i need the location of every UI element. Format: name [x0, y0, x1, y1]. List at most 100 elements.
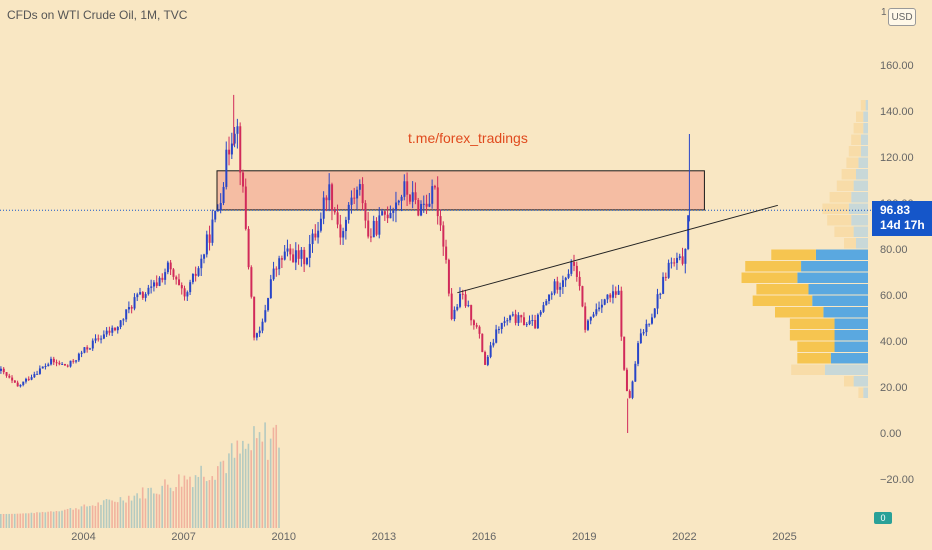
- candle-body: [55, 362, 58, 364]
- volume-profile-down-bar: [858, 387, 864, 398]
- candle-body: [72, 360, 75, 362]
- candle-body: [47, 364, 50, 367]
- candle-body: [208, 234, 211, 243]
- candle-body: [5, 372, 8, 376]
- candle-body: [197, 268, 200, 276]
- candle-body: [561, 280, 564, 287]
- candle-body: [203, 254, 206, 259]
- candle-body: [523, 317, 526, 326]
- candle-body: [19, 384, 22, 387]
- candle-body: [250, 267, 253, 297]
- candle-body: [333, 210, 336, 213]
- candle-body: [230, 143, 233, 155]
- volume-bar: [244, 448, 247, 528]
- candle-body: [525, 324, 528, 326]
- y-tick-label: 40.00: [880, 336, 908, 348]
- currency-button[interactable]: USD: [888, 8, 916, 26]
- candle-body: [392, 210, 395, 213]
- candle-body: [598, 307, 601, 310]
- volume-profile-down-bar: [844, 238, 856, 249]
- candle-body: [592, 314, 595, 317]
- volume-profile-down-bar: [848, 146, 861, 157]
- candle-body: [681, 256, 684, 264]
- volume-bar: [150, 487, 152, 528]
- trendline: [457, 204, 778, 294]
- candle-body: [464, 294, 467, 307]
- candle-body: [383, 211, 386, 215]
- volume-bar: [114, 501, 116, 528]
- volume-bar: [55, 511, 58, 528]
- volume-profile-down-bar: [829, 192, 852, 203]
- volume-bar: [194, 475, 197, 528]
- candle-body: [553, 281, 556, 294]
- volume-profile-down-bar: [775, 307, 824, 318]
- volume-bar: [228, 453, 230, 528]
- candle-body: [130, 307, 133, 309]
- volume-bar: [97, 502, 99, 528]
- candle-body: [511, 314, 514, 316]
- candle-body: [191, 273, 194, 283]
- volume-profile-up-bar: [801, 261, 868, 272]
- candle-body: [400, 196, 403, 201]
- candle-body: [111, 327, 114, 333]
- candle-body: [420, 203, 423, 216]
- x-tick-label: 2016: [472, 531, 496, 543]
- volume-bar: [122, 500, 125, 528]
- volume-bar: [27, 513, 30, 528]
- candle-body: [172, 269, 175, 277]
- candle-body: [495, 329, 498, 343]
- candle-body: [653, 308, 656, 318]
- volume-profile-up-bar: [863, 123, 868, 134]
- candle-body: [364, 203, 367, 221]
- candle-body: [44, 366, 47, 368]
- volume-profile-down-bar: [860, 100, 866, 111]
- candle-body: [258, 330, 261, 334]
- candle-body: [194, 273, 197, 276]
- candle-body: [242, 172, 245, 187]
- candle-body: [676, 257, 679, 263]
- volume-profile-up-bar: [851, 215, 868, 226]
- volume-profile-up-bar: [858, 157, 868, 168]
- candle-body: [306, 257, 309, 265]
- candle-body: [386, 214, 389, 219]
- x-tick-label: 2010: [272, 531, 296, 543]
- candle-body: [623, 336, 626, 370]
- volume-bar: [166, 484, 169, 528]
- candle-body: [447, 259, 450, 294]
- candle-body: [77, 353, 80, 361]
- candle-body: [634, 363, 637, 382]
- volume-profile-up-bar: [824, 364, 868, 375]
- candle-body: [178, 279, 181, 286]
- candle-body: [531, 320, 534, 322]
- volume-profile-up-bar: [834, 330, 868, 341]
- y-tick-label: 20.00: [880, 382, 908, 394]
- candle-body: [286, 248, 289, 252]
- x-tick-label: 2022: [672, 531, 696, 543]
- volume-profile-up-bar: [812, 295, 868, 306]
- candle-body: [397, 200, 400, 203]
- candle-body: [22, 381, 25, 385]
- volume-bar: [139, 498, 141, 528]
- candle-body: [645, 323, 648, 333]
- candle-body: [517, 315, 520, 323]
- volume-bar: [16, 513, 19, 528]
- volume-bar: [180, 486, 183, 528]
- candle-body: [559, 286, 562, 290]
- candle-body: [506, 320, 509, 322]
- candle-body: [303, 249, 306, 265]
- volume-bar: [86, 506, 88, 528]
- candle-body: [141, 292, 144, 298]
- volume-profile-up-bar: [863, 111, 868, 122]
- candle-body: [139, 292, 142, 295]
- volume-bar: [63, 509, 66, 528]
- volume-profile-up-bar: [797, 272, 868, 283]
- candle-body: [609, 294, 612, 298]
- candle-body: [161, 277, 164, 280]
- volume-bar: [183, 475, 186, 528]
- volume-bar: [41, 511, 44, 528]
- volume-profile-up-bar: [848, 203, 868, 214]
- volume-bar: [25, 513, 27, 528]
- chart-title: CFDs on WTI Crude Oil, 1M, TVC: [7, 8, 188, 22]
